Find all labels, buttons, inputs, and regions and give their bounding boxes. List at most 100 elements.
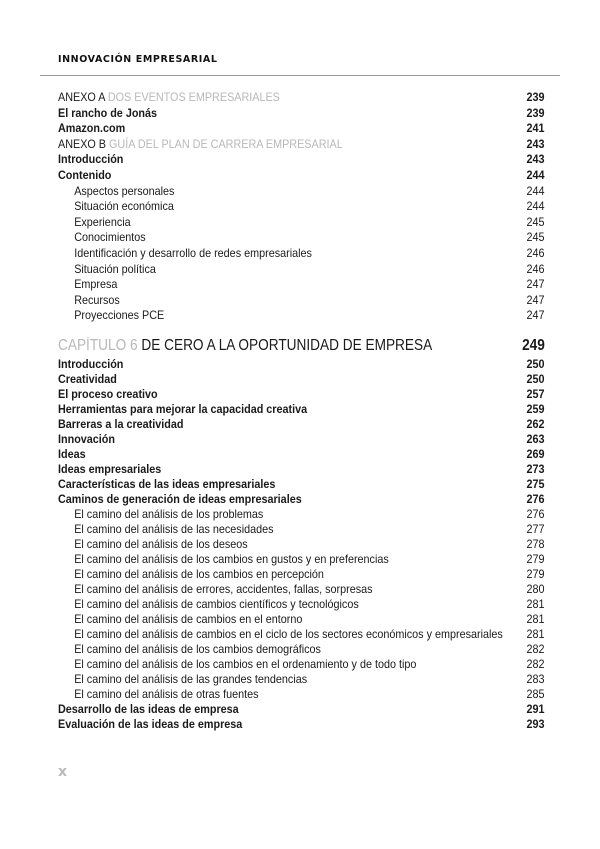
entry-label: Aspectos personales — [74, 183, 175, 198]
page-number: 259 — [526, 402, 545, 416]
toc-entry: El camino del análisis de los problemas 2… — [58, 507, 545, 522]
toc-entry: Empresa 247 — [58, 277, 545, 293]
page-number: 279 — [526, 552, 545, 566]
entry-label: Identificación y desarrollo de redes emp… — [74, 245, 312, 260]
running-header: INNOVACIÓN EMPRESARIAL — [58, 54, 218, 65]
toc-entry: Situación económica 244 — [58, 199, 545, 215]
toc-entry: Identificación y desarrollo de redes emp… — [58, 245, 545, 262]
entry-label: El camino del análisis de los cambios en… — [74, 567, 324, 581]
page-number: 247 — [526, 292, 545, 307]
entry-label: El rancho de Jonás — [58, 105, 158, 120]
page-number: 244 — [526, 183, 545, 198]
page-number: 278 — [526, 537, 545, 551]
toc-chapter-6: CAPÍTULO 6 DE CERO A LA OPORTUNIDAD DE E… — [58, 337, 545, 732]
page-number: 269 — [526, 447, 545, 461]
toc-chapter-heading: CAPÍTULO 6 DE CERO A LA OPORTUNIDAD DE E… — [58, 337, 545, 357]
entry-label: El camino del análisis de los cambios en… — [74, 657, 417, 671]
toc-entry: Desarrollo de las ideas de empresa 291 — [58, 702, 545, 717]
toc-entry: El camino del análisis de los cambios en… — [58, 657, 545, 672]
page-number: 283 — [526, 672, 545, 686]
page-number: 247 — [526, 308, 545, 323]
toc-entry: Proyecciones PCE 247 — [58, 308, 545, 324]
entry-label: Introducción — [58, 357, 124, 371]
toc-entry: El camino del análisis de los cambios en… — [58, 567, 545, 582]
toc-entry: Ideas 269 — [58, 447, 545, 462]
entry-label: Evaluación de las ideas de empresa — [58, 717, 243, 731]
entry-label: Creatividad — [58, 372, 117, 386]
toc-entry: El camino del análisis de cambios cientí… — [58, 597, 545, 612]
entry-label: El camino del análisis de los cambios en… — [74, 552, 389, 566]
toc-entry: El camino del análisis de las grandes te… — [58, 672, 545, 687]
toc-entry: Características de las ideas empresarial… — [58, 477, 545, 492]
entry-label: El camino del análisis de cambios en el … — [74, 627, 503, 641]
page-number: 246 — [526, 261, 545, 276]
entry-label: Desarrollo de las ideas de empresa — [58, 702, 239, 716]
entry-label: El proceso creativo — [58, 387, 158, 401]
toc-entry: El camino del análisis de cambios en el … — [58, 612, 545, 627]
page-number: 243 — [526, 152, 545, 167]
toc-entry: El proceso creativo 257 — [58, 387, 545, 402]
page-number: 291 — [526, 702, 545, 716]
toc-entry: Situación política 246 — [58, 261, 545, 278]
entry-label: El camino del análisis de las grandes te… — [74, 672, 308, 686]
toc-entry: Conocimientos 245 — [58, 230, 545, 246]
page-number: 250 — [526, 357, 545, 371]
toc-entry: El camino del análisis de los cambios de… — [58, 642, 544, 657]
page-number: 244 — [526, 199, 545, 214]
entry-label: Situación económica — [74, 199, 174, 214]
page-number: 247 — [526, 277, 545, 292]
page-number: 281 — [526, 612, 545, 626]
toc-entry: Ideas empresariales 273 — [58, 462, 545, 477]
toc-entry: Experiencia 245 — [58, 214, 544, 231]
annex-prefix: ANEXO B — [58, 136, 107, 151]
page-number: 293 — [526, 717, 545, 731]
toc-entry: Contenido 244 — [58, 168, 545, 184]
page-number: 277 — [526, 522, 545, 536]
toc-entry: Caminos de generación de ideas empresari… — [58, 492, 545, 507]
entry-label: Conocimientos — [74, 230, 146, 245]
entry-label: Contenido — [58, 167, 112, 182]
toc-annex-heading: ANEXO B GUÍA DEL PLAN DE CARRERA EMPRESA… — [58, 137, 545, 153]
page-number: 239 — [526, 90, 545, 104]
page-number: 262 — [526, 417, 545, 431]
entry-label: El camino del análisis de cambios en el … — [74, 612, 303, 626]
page-number: 276 — [526, 507, 545, 521]
page-number: 281 — [526, 627, 545, 641]
page-number: 273 — [526, 462, 545, 476]
page-number: 241 — [526, 121, 545, 136]
chapter-name: DE CERO A LA OPORTUNIDAD DE EMPRESA — [141, 337, 433, 354]
chapter-prefix: CAPÍTULO 6 — [58, 337, 138, 354]
toc-entry: El camino del análisis de los cambios en… — [58, 552, 545, 567]
annex-title: ANEXO B GUÍA DEL PLAN DE CARRERA EMPRESA… — [58, 137, 343, 153]
page-number: 279 — [526, 567, 545, 581]
toc-entry: El camino del análisis de las necesidade… — [58, 522, 545, 537]
page-number: 243 — [526, 136, 545, 151]
entry-label: El camino del análisis de las necesidade… — [74, 522, 274, 536]
entry-label: Empresa — [74, 277, 118, 292]
toc-entry: Amazon.com 241 — [58, 121, 545, 137]
page-number: 282 — [526, 657, 545, 671]
toc-entry: Introducción 243 — [58, 152, 545, 168]
entry-label: El camino del análisis de errores, accid… — [74, 582, 373, 596]
page-number: 285 — [526, 687, 545, 701]
entry-label: Ideas empresariales — [58, 462, 162, 476]
entry-label: El camino del análisis de los deseos — [74, 537, 248, 551]
annex-name: DOS EVENTOS EMPRESARIALES — [107, 90, 280, 104]
page-number: 276 — [526, 492, 545, 506]
entry-label: Experiencia — [74, 214, 131, 229]
page-number: 257 — [526, 387, 545, 401]
header-rule — [40, 75, 560, 76]
page-number: 281 — [526, 597, 545, 611]
page-number: 239 — [526, 105, 545, 120]
entry-label: Amazon.com — [58, 121, 126, 136]
toc-entry: Recursos 247 — [58, 292, 545, 309]
annex-title: ANEXO A DOS EVENTOS EMPRESARIALES — [58, 90, 280, 106]
entry-label: El camino del análisis de cambios cientí… — [74, 597, 359, 611]
entry-label: Ideas — [58, 447, 86, 461]
page-number: 245 — [526, 230, 545, 245]
toc-entry: El camino del análisis de errores, accid… — [58, 582, 544, 597]
page-number: 246 — [526, 245, 545, 260]
entry-label: Situación política — [74, 261, 156, 276]
entry-label: Barreras a la creatividad — [58, 417, 184, 431]
page-number: 263 — [526, 432, 545, 446]
